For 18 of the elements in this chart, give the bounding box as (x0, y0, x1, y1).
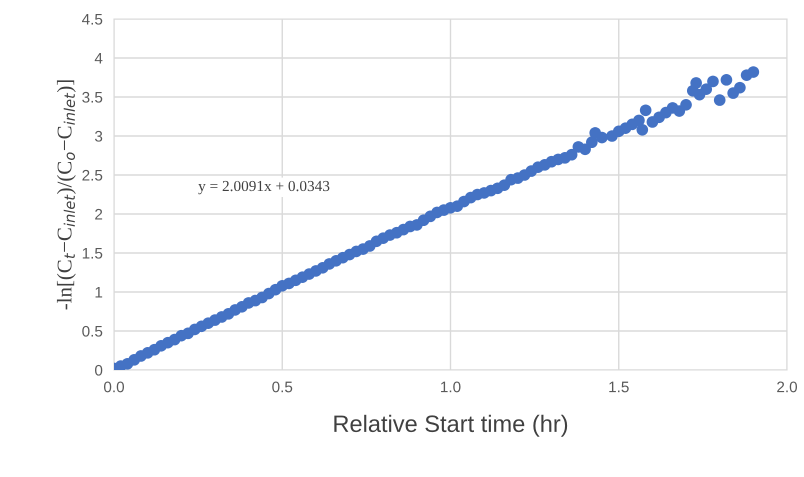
x-axis-title: Relative Start time (hr) (334, 414, 568, 437)
x-tick-label: 0.5 (272, 382, 292, 392)
y-tick-label: 1 (96, 287, 102, 298)
x-tick-label: 1.5 (609, 382, 629, 392)
y-tick-label: 1.5 (82, 248, 102, 259)
y-tick-label: 2 (95, 208, 102, 220)
y-tick-label: 4.5 (82, 14, 102, 25)
x-tick-label: 0.0 (104, 382, 124, 392)
y-tick-label: 2.5 (82, 170, 102, 181)
text: -ln[(C$_{t}$−C$_{inlet}$)/(C$_{o}$−C$_{inlet}$)] (56, 80, 76, 310)
y-tick-label: 0.5 (82, 326, 102, 337)
y-tick-label: 0 (94, 364, 102, 376)
y-tick-label: 4 (94, 53, 102, 64)
y-tick-label: 3 (94, 130, 102, 142)
y-tick-label: 3.5 (82, 92, 102, 103)
x-tick-label: 1.0 (441, 382, 461, 392)
x-tick-label: 2.0 (777, 382, 798, 392)
annotation: y = 2.0091x + 0.0343 (198, 180, 330, 194)
